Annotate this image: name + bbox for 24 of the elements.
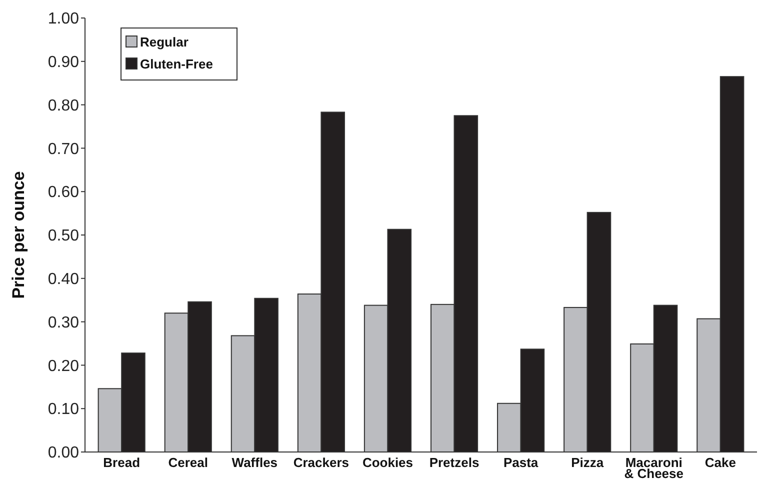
x-tick-label: Cookies [362, 455, 414, 470]
y-axis-title: Price per ounce [9, 171, 28, 299]
y-tick-label: 0.40 [48, 271, 80, 288]
y-tick-label: 0.00 [48, 444, 80, 462]
x-tick-label: Bread [103, 455, 140, 470]
x-tick-label: Pizza [571, 455, 604, 470]
y-tick-label: 0.70 [48, 140, 80, 158]
legend-label: Regular [140, 34, 188, 50]
x-tick-label: Macaroni & Cheese [624, 455, 684, 481]
x-tick-label: Crackers [293, 455, 350, 470]
y-tick-label: 0.60 [48, 184, 80, 202]
x-tick-label: Waffles [232, 455, 278, 470]
x-tick-label: Cereal [168, 455, 208, 470]
y-tick-label: 0.10 [48, 401, 80, 418]
y-tick-label: 0.30 [48, 314, 80, 332]
y-tick-label: 1.00 [48, 10, 80, 28]
y-tick-label: 0.90 [48, 54, 80, 71]
y-tick-label: 0.50 [48, 228, 80, 245]
x-tick-label: Pasta [503, 455, 539, 470]
y-tick-label: 0.20 [48, 358, 80, 375]
y-tick-label: 0.80 [48, 97, 80, 114]
x-tick-label: Cake [704, 455, 736, 470]
legend-label: Gluten-Free [140, 56, 213, 72]
x-tick-label: Pretzels [429, 455, 480, 470]
